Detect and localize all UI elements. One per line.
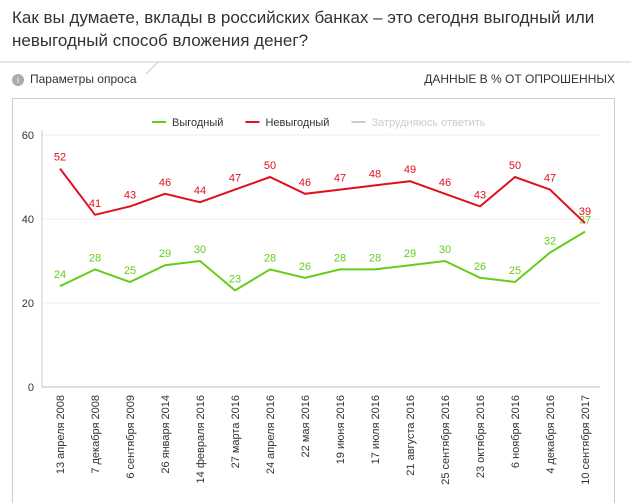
data-label: 28: [369, 252, 381, 264]
title: Как вы думаете, вклады в российских банк…: [12, 8, 595, 50]
y-tick-label: 20: [22, 298, 34, 310]
data-label: 47: [229, 173, 241, 185]
y-tick-label: 0: [28, 382, 34, 394]
y-tick-label: 60: [22, 130, 34, 142]
data-label: 43: [474, 189, 486, 201]
data-label: 43: [124, 189, 136, 201]
data-label: 47: [334, 173, 346, 185]
data-label: 26: [299, 261, 311, 273]
data-label: 24: [54, 269, 66, 281]
y-tick-label: 40: [22, 214, 34, 226]
data-label: 41: [89, 198, 101, 210]
data-label: 46: [159, 177, 171, 189]
x-tick-label: 24 апреля 2016: [265, 395, 277, 474]
data-label: 50: [509, 160, 521, 172]
x-tick-label: 14 февраля 2016: [195, 395, 207, 483]
data-label: 28: [264, 252, 276, 264]
data-label: 25: [124, 265, 136, 277]
data-label: 25: [509, 265, 521, 277]
survey-params[interactable]: i Параметры опроса: [12, 72, 137, 86]
x-tick-label: 6 сентября 2009: [125, 395, 137, 479]
series-line: [59, 167, 586, 224]
info-icon: i: [12, 73, 24, 86]
data-label: 30: [194, 244, 206, 256]
separator-line: [0, 61, 631, 75]
data-label: 50: [264, 160, 276, 172]
x-tick-label: 22 мая 2016: [300, 395, 312, 457]
x-tick-label: 19 июня 2016: [335, 395, 347, 464]
x-tick-label: 26 января 2014: [160, 395, 172, 474]
data-label: 47: [544, 173, 556, 185]
data-label: 29: [159, 248, 171, 260]
x-tick-label: 10 сентября 2017: [580, 395, 592, 485]
x-tick-label: 4 декабря 2016: [545, 395, 557, 474]
data-label: 28: [334, 252, 346, 264]
data-label: 46: [439, 177, 451, 189]
x-tick-label: 21 августа 2016: [405, 395, 417, 476]
separator: [0, 61, 631, 75]
series-line: [59, 230, 586, 292]
data-label: 46: [299, 177, 311, 189]
data-label: 49: [404, 164, 416, 176]
data-label: 44: [194, 185, 206, 197]
data-label: 52: [54, 152, 66, 164]
x-tick-label: 25 сентября 2016: [440, 395, 452, 485]
chart: 0 20 40 60 13 апреля 2008 7 декабря 2008 6 сен…: [12, 98, 615, 503]
x-tick-label: 7 декабря 2008: [90, 395, 102, 474]
data-label: 26: [474, 261, 486, 273]
data-label: 30: [439, 244, 451, 256]
x-tick-label: 13 апреля 2008: [55, 395, 67, 474]
x-tick-label: 23 октября 2016: [475, 395, 487, 478]
data-label: 48: [369, 168, 381, 180]
x-tick-label: 17 июля 2016: [370, 395, 382, 464]
data-label: 32: [544, 236, 556, 248]
x-tick-label: 27 марта 2016: [230, 395, 242, 468]
data-label: 39: [579, 206, 591, 218]
data-label: 37: [579, 215, 591, 227]
chart-frame: [12, 98, 615, 503]
units-note: ДАННЫЕ В % ОТ ОПРОШЕННЫХ: [424, 72, 615, 86]
legend-label[interactable]: Затрудняюсь ответить: [371, 117, 485, 129]
legend-label[interactable]: Невыгодный: [265, 117, 329, 129]
params-label: Параметры опроса: [30, 72, 137, 86]
data-label: 23: [229, 273, 241, 285]
data-label: 29: [404, 248, 416, 260]
x-tick-label: 6 ноября 2016: [510, 395, 522, 468]
legend-label[interactable]: Выгодный: [172, 117, 223, 129]
data-label: 28: [89, 252, 101, 264]
